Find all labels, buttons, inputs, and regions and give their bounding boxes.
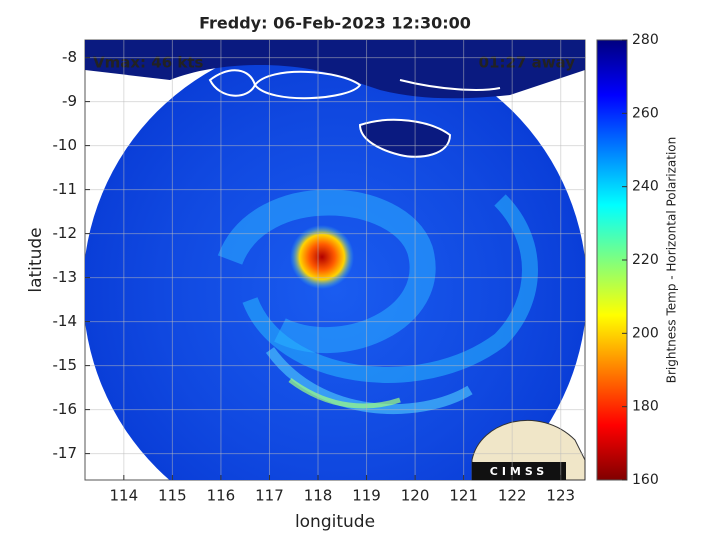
y-axis-label: latitude <box>26 227 46 292</box>
y-tick-label: -12 <box>53 224 78 242</box>
colorbar-tick-label: 200 <box>632 325 659 341</box>
cimss-logo: CIMSS <box>471 419 586 481</box>
satellite-image <box>85 40 585 480</box>
y-tick-label: -14 <box>53 312 78 330</box>
x-tick-label: 123 <box>546 487 575 505</box>
x-tick-label: 122 <box>498 487 527 505</box>
chart-title: Freddy: 06-Feb-2023 12:30:00 <box>199 14 471 33</box>
colorbar-tick-label: 280 <box>632 32 659 48</box>
x-tick-label: 117 <box>255 487 284 505</box>
x-axis-label: longitude <box>295 512 375 532</box>
y-tick-label: -13 <box>53 268 78 286</box>
colorbar-tick-label: 240 <box>632 179 659 195</box>
y-tick-label: -10 <box>53 136 78 154</box>
x-tick-label: 119 <box>352 487 381 505</box>
x-tick-label: 114 <box>110 487 139 505</box>
annotation: Vmax: 46 kts <box>93 54 203 72</box>
x-tick-label: 118 <box>304 487 333 505</box>
colorbar-tick-label: 180 <box>632 399 659 415</box>
y-tick-label: -17 <box>53 444 78 462</box>
colorbar-tick-label: 220 <box>632 252 659 268</box>
y-tick-label: -8 <box>62 48 77 66</box>
colorbar-tick-label: 160 <box>632 472 659 488</box>
y-tick-label: -9 <box>62 92 77 110</box>
y-tick-label: -11 <box>53 180 78 198</box>
x-tick-label: 115 <box>158 487 187 505</box>
logo-text: CIMSS <box>490 465 548 478</box>
colorbar-label: Brightness Temp - Horizontal Polarizatio… <box>665 137 679 384</box>
y-tick-label: -15 <box>53 356 78 374</box>
x-tick-label: 121 <box>449 487 478 505</box>
y-tick-label: -16 <box>53 400 78 418</box>
x-tick-label: 116 <box>207 487 236 505</box>
colorbar-tick-label: 260 <box>632 105 659 121</box>
x-tick-label: 120 <box>401 487 430 505</box>
